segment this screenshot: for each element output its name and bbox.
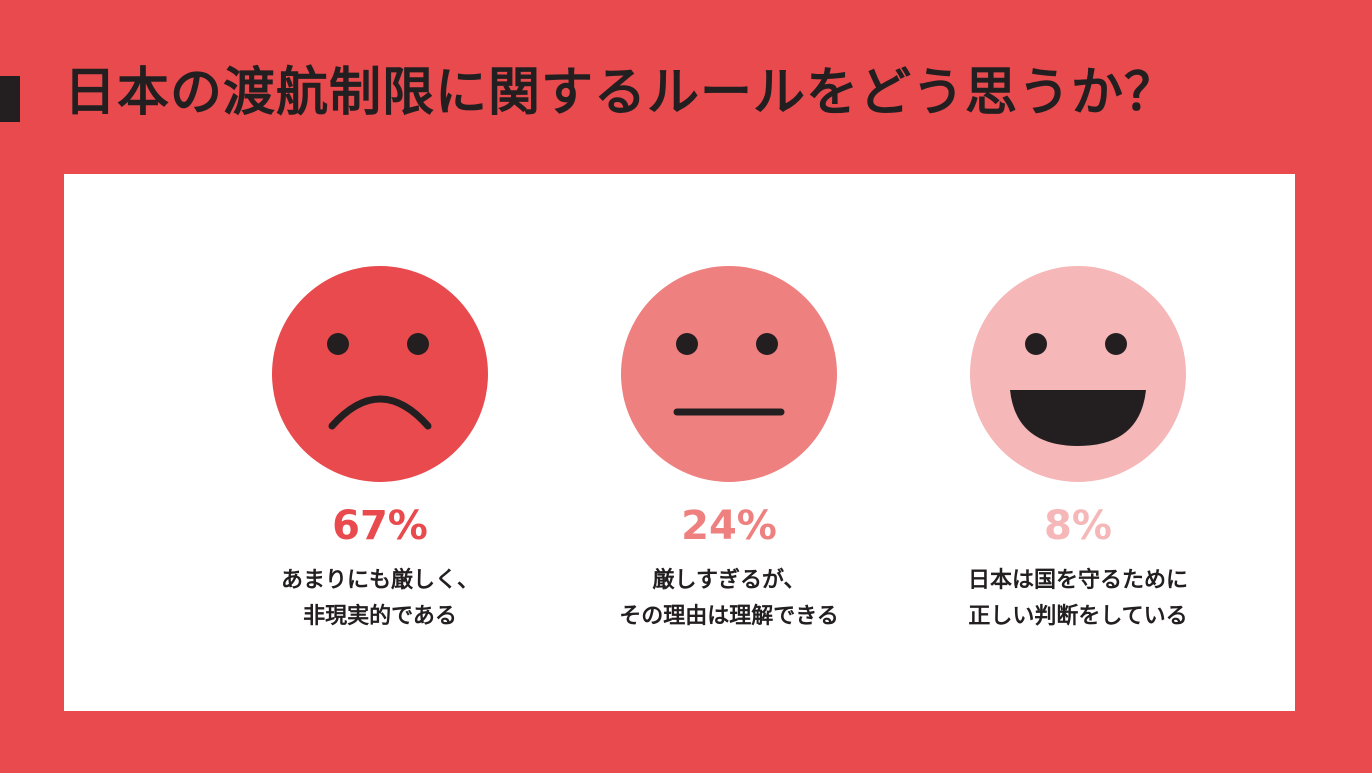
label-line-1: 日本は国を守るために [967, 568, 1188, 593]
title-marker [0, 76, 20, 122]
label-line-1: 厳しすぎるが、 [652, 568, 806, 593]
label-line-2: その理由は理解できる [619, 604, 839, 629]
label-line-1: あまりにも厳しく、 [280, 568, 479, 593]
face-circle [970, 266, 1186, 482]
label-line-2: 非現実的である [303, 604, 457, 629]
left-eye [327, 333, 349, 355]
face-circle [621, 266, 837, 482]
percent-value: 8% [1044, 503, 1112, 549]
right-eye [1105, 333, 1127, 355]
percent-value: 67% [332, 503, 428, 549]
page-title: 日本の渡航制限に関するルールをどう思うか？ [64, 63, 1178, 123]
face-circle [272, 266, 488, 482]
happy-face-icon [970, 266, 1186, 482]
neutral-face-icon [621, 266, 837, 482]
smile-mouth [1010, 390, 1146, 446]
frown-mouth [328, 395, 432, 430]
left-eye [1025, 333, 1047, 355]
percent-value: 24% [681, 503, 777, 549]
result-item-1: 24% 厳しすぎるが、 その理由は理解できる [579, 174, 879, 711]
left-eye [676, 333, 698, 355]
label-line-2: 正しい判断をしている [968, 604, 1188, 629]
sad-face-icon [272, 266, 488, 482]
result-item-2: 8% 日本は国を守るために 正しい判断をしている [928, 174, 1228, 711]
right-eye [756, 333, 778, 355]
right-eye [407, 333, 429, 355]
results-panel: 67% あまりにも厳しく、 非現実的である 24% 厳しすぎるが、 その理由は理… [64, 174, 1295, 711]
result-item-0: 67% あまりにも厳しく、 非現実的である [230, 174, 530, 711]
